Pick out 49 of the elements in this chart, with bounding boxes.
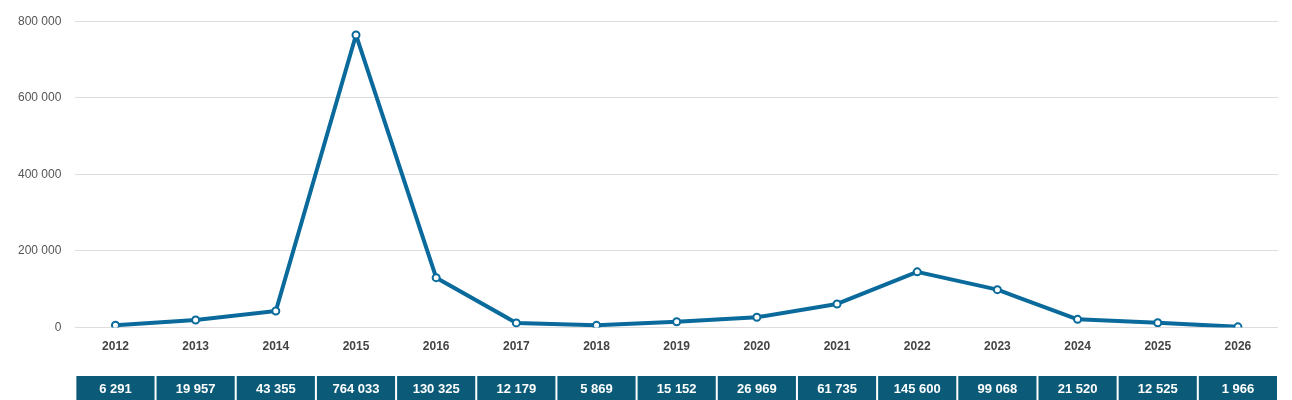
- x-tick-label: 2014: [262, 339, 290, 354]
- point: [752, 312, 762, 322]
- x-tick-label: 2017: [502, 339, 531, 354]
- data-label: 99 068: [977, 380, 1018, 396]
- point: [1073, 314, 1083, 324]
- y-tick-label: 200 000: [17, 243, 62, 258]
- y-tick-label: 0: [54, 319, 62, 334]
- x-tick-label: 2023: [984, 339, 1012, 354]
- data-label: 145 600: [893, 380, 941, 396]
- data-label: 15 152: [656, 380, 697, 396]
- y-tick-label: 800 000: [17, 13, 62, 28]
- point: [672, 317, 682, 327]
- point: [992, 285, 1002, 295]
- x-tick-label: 2015: [342, 339, 370, 354]
- x-tick-label: 2013: [182, 339, 210, 354]
- data-label: 21 520: [1057, 380, 1098, 396]
- point: [431, 273, 441, 283]
- point: [191, 315, 201, 325]
- data-label: 1 966: [1221, 380, 1255, 396]
- point: [832, 299, 842, 309]
- x-tick-label: 2012: [102, 339, 130, 354]
- data-label: 130 325: [412, 380, 460, 396]
- point: [912, 267, 922, 277]
- data-label: 764 033: [332, 380, 380, 396]
- x-tick-label: 2024: [1064, 339, 1092, 354]
- data-label: 12 525: [1137, 380, 1178, 396]
- data-label: 6 291: [99, 380, 132, 396]
- x-tick-label: 2026: [1224, 339, 1252, 354]
- data-label: 12 179: [496, 380, 537, 396]
- y-tick-label: 400 000: [17, 166, 62, 181]
- data-label: 43 355: [255, 380, 296, 396]
- data-label: 61 735: [817, 380, 857, 396]
- point: [592, 320, 602, 328]
- data-label: 5 869: [580, 380, 613, 396]
- point: [110, 320, 120, 328]
- x-tick-label: 2018: [583, 339, 611, 354]
- data-label: 26 969: [736, 380, 777, 396]
- x-tick-label: 2016: [422, 339, 450, 354]
- point: [1153, 318, 1163, 328]
- x-tick-label: 2021: [823, 339, 851, 354]
- x-tick-label: 2025: [1144, 339, 1172, 354]
- x-tick-label: 2019: [663, 339, 691, 354]
- x-tick-label: 2020: [743, 339, 771, 354]
- point: [351, 30, 361, 40]
- x-tick-label: 2022: [903, 339, 931, 354]
- data-label: 19 957: [175, 380, 216, 396]
- point: [271, 306, 281, 316]
- point: [511, 318, 521, 328]
- y-tick-label: 600 000: [17, 90, 62, 105]
